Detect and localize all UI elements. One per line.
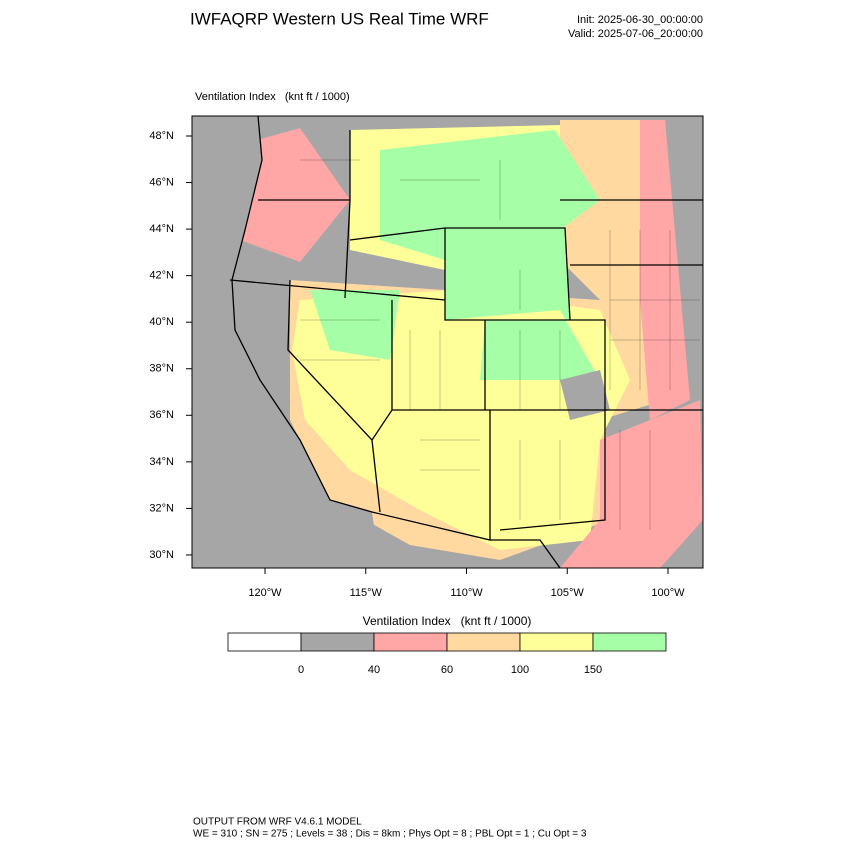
county-borders [300, 159, 700, 530]
colorbar: 0 40 60 100 150 [227, 632, 667, 676]
map-field [192, 116, 703, 568]
lat-label: 44°N [149, 223, 174, 235]
colorbar-label: 150 [584, 664, 602, 676]
colorbar-box [519, 632, 594, 652]
colorbar-box [446, 632, 521, 652]
colorbar-label: 60 [441, 664, 453, 676]
field-region [560, 370, 610, 420]
colorbar-label: 40 [368, 664, 380, 676]
footer-line: OUTPUT FROM WRF V4.6.1 MODEL [193, 817, 362, 828]
init-time: Init: 2025-06-30_00:00:00 [577, 14, 703, 26]
colorbar-label: 0 [298, 664, 304, 676]
lat-label: 48°N [149, 130, 174, 142]
lon-label: 115°W [350, 587, 383, 599]
colorbar-box [227, 632, 302, 652]
coastline [231, 116, 373, 513]
lat-label: 46°N [149, 176, 174, 188]
field-region [310, 290, 400, 360]
lat-label: 32°N [149, 502, 174, 514]
lon-label: 105°W [551, 587, 585, 599]
lat-labels: 48°N 46°N 44°N 42°N 40°N 38°N 36°N 34°N 32°N 30°N [149, 130, 192, 561]
map-border [191, 115, 704, 569]
colorbar-box [373, 632, 448, 652]
title: IWFAQRP Western US Real Time WRF [190, 9, 489, 28]
ocean [192, 116, 380, 568]
field-region [560, 400, 703, 568]
map-label: Ventilation Index (knt ft / 1000) [195, 91, 350, 103]
lat-label: 30°N [149, 549, 174, 561]
field-region [640, 120, 690, 420]
lon-labels: 120°W 115°W 110°W 105°W 100°W [248, 568, 685, 599]
footer-line: WE = 310 ; SN = 275 ; Levels = 38 ; Dis … [193, 829, 587, 840]
lat-label: 42°N [149, 270, 174, 282]
lat-label: 36°N [149, 409, 174, 421]
valid-time: Valid: 2025-07-06_20:00:00 [568, 28, 703, 40]
field-region [445, 228, 600, 380]
lon-label: 120°W [248, 587, 282, 599]
lat-label: 34°N [149, 456, 174, 468]
colorbar-title: Ventilation Index (knt ft / 1000) [363, 614, 532, 628]
colorbar-label: 100 [511, 664, 529, 676]
colorbar-box [300, 632, 375, 652]
lon-label: 110°W [450, 587, 483, 599]
lat-label: 38°N [149, 363, 174, 375]
colorbar-box [592, 632, 667, 652]
lat-label: 40°N [149, 316, 174, 328]
state-borders [229, 130, 703, 568]
lon-label: 100°W [651, 587, 685, 599]
